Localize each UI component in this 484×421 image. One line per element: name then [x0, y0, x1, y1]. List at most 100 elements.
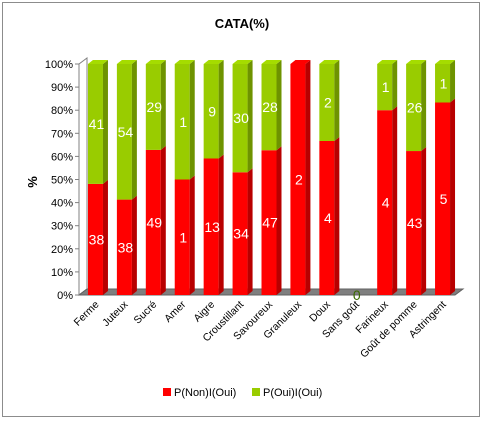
data-label-1-0: 41 [89, 116, 105, 132]
bar-side [102, 179, 108, 295]
legend: P(Non)I(Oui) P(Oui)I(Oui) [163, 387, 322, 399]
data-label-0-3: 1 [179, 229, 187, 245]
data-label-0-8: 4 [324, 210, 332, 226]
bar-top [435, 60, 456, 64]
bar-front [406, 151, 422, 295]
bar-top [290, 60, 311, 64]
y-tick-label: 0% [57, 290, 73, 302]
bar-top [406, 60, 427, 64]
bar-top [377, 60, 398, 64]
bar-0-7 [290, 60, 311, 295]
y-axis-title: % [25, 176, 40, 188]
bar-front [232, 64, 248, 173]
bar-0-11 [406, 147, 427, 295]
bar-side [276, 146, 282, 295]
data-label-1-6: 28 [262, 99, 278, 115]
y-tick-label: 80% [51, 105, 73, 117]
data-label-1-10: 1 [382, 79, 390, 95]
bar-front [435, 64, 451, 103]
y-tick-label: 90% [51, 82, 73, 94]
x-tick-label: Amer [162, 298, 189, 325]
bar-side [131, 60, 137, 200]
bar-0-10 [377, 106, 398, 295]
y-tick-label: 10% [51, 267, 73, 279]
y-tick-label: 100% [45, 59, 73, 71]
bar-side [392, 60, 398, 111]
bar-0-8 [319, 137, 340, 295]
bar-side [305, 60, 311, 295]
bar-side [160, 145, 166, 295]
bar-side [334, 137, 340, 295]
data-label-1-5: 30 [233, 110, 249, 126]
bar-side [189, 60, 195, 180]
data-label-1-9: 0 [353, 287, 361, 303]
x-tick-label: Juteux [100, 298, 131, 329]
data-label-1-12: 1 [440, 75, 448, 91]
bar-side [421, 147, 427, 295]
y-axis: 0% 10% 20% 30% 40% 50% 60% 70% 80% 90% 100% [45, 59, 80, 302]
data-label-1-7: 0 [295, 37, 303, 53]
bar-front [261, 64, 277, 151]
bar-side [102, 60, 108, 184]
bar-1-5 [232, 60, 253, 173]
y-tick-label: 40% [51, 198, 73, 210]
bar-front [145, 149, 161, 295]
bar-front [406, 64, 422, 152]
bar-side [131, 195, 137, 295]
bar-front [377, 64, 393, 111]
bar-side [247, 60, 253, 173]
bar-0-12 [435, 98, 456, 295]
bar-1-6 [261, 60, 282, 151]
x-tick-label: Ferme [72, 299, 102, 329]
y-tick-label: 60% [51, 151, 73, 163]
data-label-1-11: 26 [407, 100, 423, 116]
data-label-1-1: 54 [118, 124, 134, 140]
bar-top [319, 60, 340, 64]
bar-top [87, 60, 108, 64]
data-label-0-1: 38 [118, 239, 134, 255]
bar-1-11 [406, 60, 427, 152]
legend-swatch-non [163, 388, 171, 396]
bar-front [174, 64, 190, 180]
bar-front [261, 150, 277, 295]
x-tick-label: Sucré [132, 299, 160, 327]
bar-front [87, 183, 103, 295]
chart-title: CATA(%) [215, 16, 269, 31]
bar-side [450, 98, 456, 295]
bar-side [276, 60, 282, 151]
bar-0-5 [232, 168, 253, 295]
bar-front [203, 64, 219, 159]
bar-1-10 [377, 60, 398, 111]
bar-side [189, 175, 195, 295]
legend-swatch-oui [252, 388, 260, 396]
x-tick-label: Doux [307, 298, 333, 324]
bar-front [435, 102, 451, 295]
data-label-0-4: 13 [204, 219, 220, 235]
bar-1-1 [116, 60, 137, 200]
data-label-1-4: 9 [208, 103, 216, 119]
data-label-0-12: 5 [440, 191, 448, 207]
data-label-1-2: 29 [147, 99, 163, 115]
bar-1-0 [87, 60, 108, 184]
bar-top [145, 60, 166, 64]
data-label-1-8: 2 [324, 95, 332, 111]
bar-1-4 [203, 60, 224, 159]
bar-front [232, 172, 248, 295]
bar-front [290, 64, 306, 295]
data-label-0-6: 47 [262, 215, 278, 231]
data-label-1-3: 1 [179, 114, 187, 130]
bar-0-6 [261, 146, 282, 295]
bar-0-0 [87, 179, 108, 295]
bar-side [334, 60, 340, 141]
bar-1-12 [435, 60, 456, 103]
bar-side [247, 168, 253, 295]
bar-1-3 [174, 60, 195, 180]
bar-front [319, 64, 335, 141]
bar-side [218, 154, 224, 295]
bar-side [218, 60, 224, 159]
bar-top [203, 60, 224, 64]
y-tick-label: 70% [51, 128, 73, 140]
side-wall [78, 57, 88, 296]
y-tick-label: 50% [51, 175, 73, 187]
